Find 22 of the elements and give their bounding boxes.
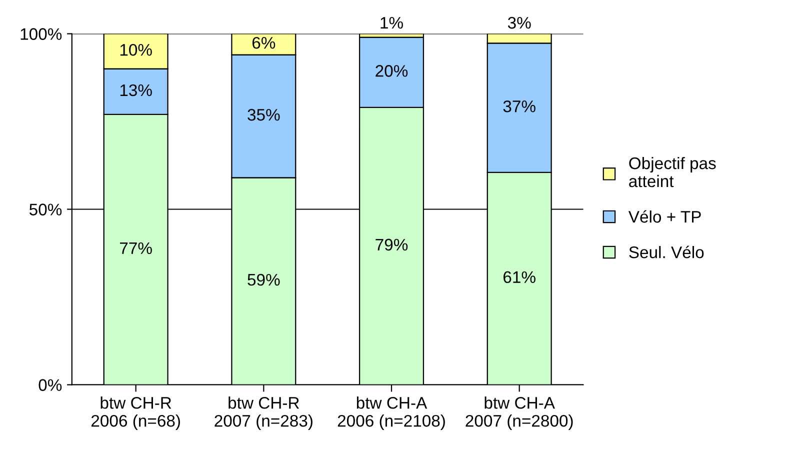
- data-label: 59%: [248, 274, 280, 286]
- data-label: 13%: [120, 84, 152, 96]
- data-label: 20%: [376, 65, 408, 77]
- data-label: 79%: [376, 238, 408, 251]
- data-label: 10%: [120, 44, 152, 56]
- y-tick-label: 100%: [20, 28, 62, 40]
- data-label: 61%: [504, 271, 536, 284]
- data-label: 3%: [508, 16, 531, 29]
- y-tick-label: 0%: [38, 379, 62, 391]
- data-label: 6%: [252, 36, 276, 49]
- data-label: 35%: [248, 108, 280, 121]
- legend-label: Seul. Vélo: [629, 246, 704, 258]
- x-tick-label: btw CH-R 2007 (n=283): [214, 396, 312, 430]
- x-tick-label: btw CH-A 2007 (n=2800): [466, 396, 573, 430]
- y-tick-label: 50%: [30, 204, 62, 216]
- data-label: 37%: [503, 100, 536, 112]
- legend-label: Objectif pas atteint: [629, 156, 716, 188]
- legend-label: Vélo + TP: [628, 210, 701, 223]
- data-label: 1%: [380, 16, 403, 29]
- x-tick-label: btw CH-R 2006 (n=68): [92, 396, 180, 430]
- data-label: 77%: [120, 242, 152, 254]
- x-tick-label: btw CH-A 2006 (n=2108): [338, 396, 445, 430]
